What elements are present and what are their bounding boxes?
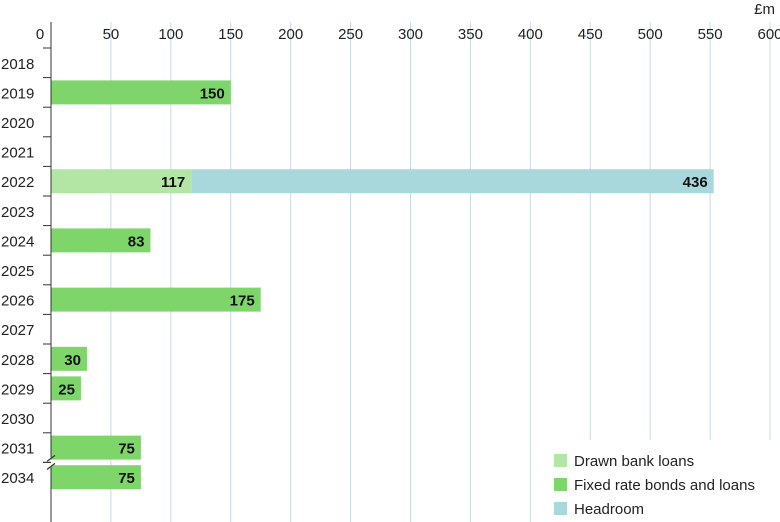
bar-2022-s2 xyxy=(191,169,714,194)
y-axis xyxy=(43,22,56,522)
legend-label-1: Fixed rate bonds and loans xyxy=(574,477,755,494)
y-axis-break-mark-2 xyxy=(46,462,56,470)
y-tick-label-2026: 2026 xyxy=(1,293,34,310)
data-label-2028-s1: 30 xyxy=(64,352,81,369)
y-tick-label-2034: 2034 xyxy=(1,470,34,487)
x-tick-label-450: 450 xyxy=(578,26,603,43)
y-tick-label-2029: 2029 xyxy=(1,381,34,398)
data-label-2024-s1: 83 xyxy=(128,233,145,250)
x-tick-label-200: 200 xyxy=(278,26,303,43)
y-tick-label-2019: 2019 xyxy=(1,85,34,102)
y-tick-label-2027: 2027 xyxy=(1,322,34,339)
y-tick-label-2018: 2018 xyxy=(1,56,34,73)
y-tick-label-2023: 2023 xyxy=(1,204,34,221)
gridlines xyxy=(110,22,771,522)
x-tick-label-250: 250 xyxy=(338,26,363,43)
legend-swatch-0 xyxy=(554,454,567,467)
y-tick-label-2020: 2020 xyxy=(1,115,34,132)
x-tick-label-100: 100 xyxy=(158,26,183,43)
x-tick-label-150: 150 xyxy=(218,26,243,43)
x-tick-label-600: 600 xyxy=(757,26,780,43)
y-tick-labels: 2018 2019 2020 2021 2022 2023 2024 2025 2026 2027… xyxy=(1,56,34,487)
y-axis-break-mark-1 xyxy=(46,454,56,462)
data-label-2029-s1: 25 xyxy=(58,381,75,398)
x-tick-label-350: 350 xyxy=(458,26,483,43)
data-label-2026-s1: 175 xyxy=(230,293,255,310)
y-tick-label-2028: 2028 xyxy=(1,352,34,369)
data-label-2019-s1: 150 xyxy=(200,85,225,102)
x-tick-label-500: 500 xyxy=(638,26,663,43)
x-tick-label-300: 300 xyxy=(398,26,423,43)
x-tick-labels: 0 50 100 150 200 250 300 350 400 450 500 550 600 xyxy=(36,26,780,43)
x-tick-label-400: 400 xyxy=(518,26,543,43)
y-tick-label-2021: 2021 xyxy=(1,145,34,162)
bar-2022-s0 xyxy=(51,169,192,194)
bar-2026-s1 xyxy=(51,287,261,312)
bar-2019-s1 xyxy=(51,80,231,105)
bar-2029-s1 xyxy=(51,376,81,401)
y-tick-label-2024: 2024 xyxy=(1,233,34,250)
x-tick-label-0: 0 xyxy=(36,26,44,43)
legend-label-0: Drawn bank loans xyxy=(574,453,694,470)
y-tick-label-2022: 2022 xyxy=(1,174,34,191)
y-tick-label-2030: 2030 xyxy=(1,411,34,428)
bar-2034-s1 xyxy=(51,465,141,490)
legend-swatch-2 xyxy=(554,502,567,515)
legend-label-2: Headroom xyxy=(574,501,644,518)
data-label-2022-s0: 117 xyxy=(161,174,185,191)
legend: Drawn bank loans Fixed rate bonds and loa… xyxy=(536,440,780,522)
data-label-2022-s2: 436 xyxy=(683,174,708,191)
bars xyxy=(51,80,714,490)
unit-label: £m xyxy=(754,1,775,18)
y-tick-label-2031: 2031 xyxy=(1,441,34,458)
legend-swatch-1 xyxy=(554,478,567,491)
data-labels: 150 117 436 83 175 30 25 75 75 xyxy=(58,85,707,487)
x-tick-label-50: 50 xyxy=(103,26,120,43)
y-tick-label-2025: 2025 xyxy=(1,263,34,280)
bar-2028-s1 xyxy=(51,346,87,371)
data-label-2034-s1: 75 xyxy=(118,470,135,487)
bar-2024-s1 xyxy=(51,228,151,253)
x-tick-label-550: 550 xyxy=(698,26,723,43)
bar-2031-s1 xyxy=(51,435,141,460)
data-label-2031-s1: 75 xyxy=(118,441,135,458)
